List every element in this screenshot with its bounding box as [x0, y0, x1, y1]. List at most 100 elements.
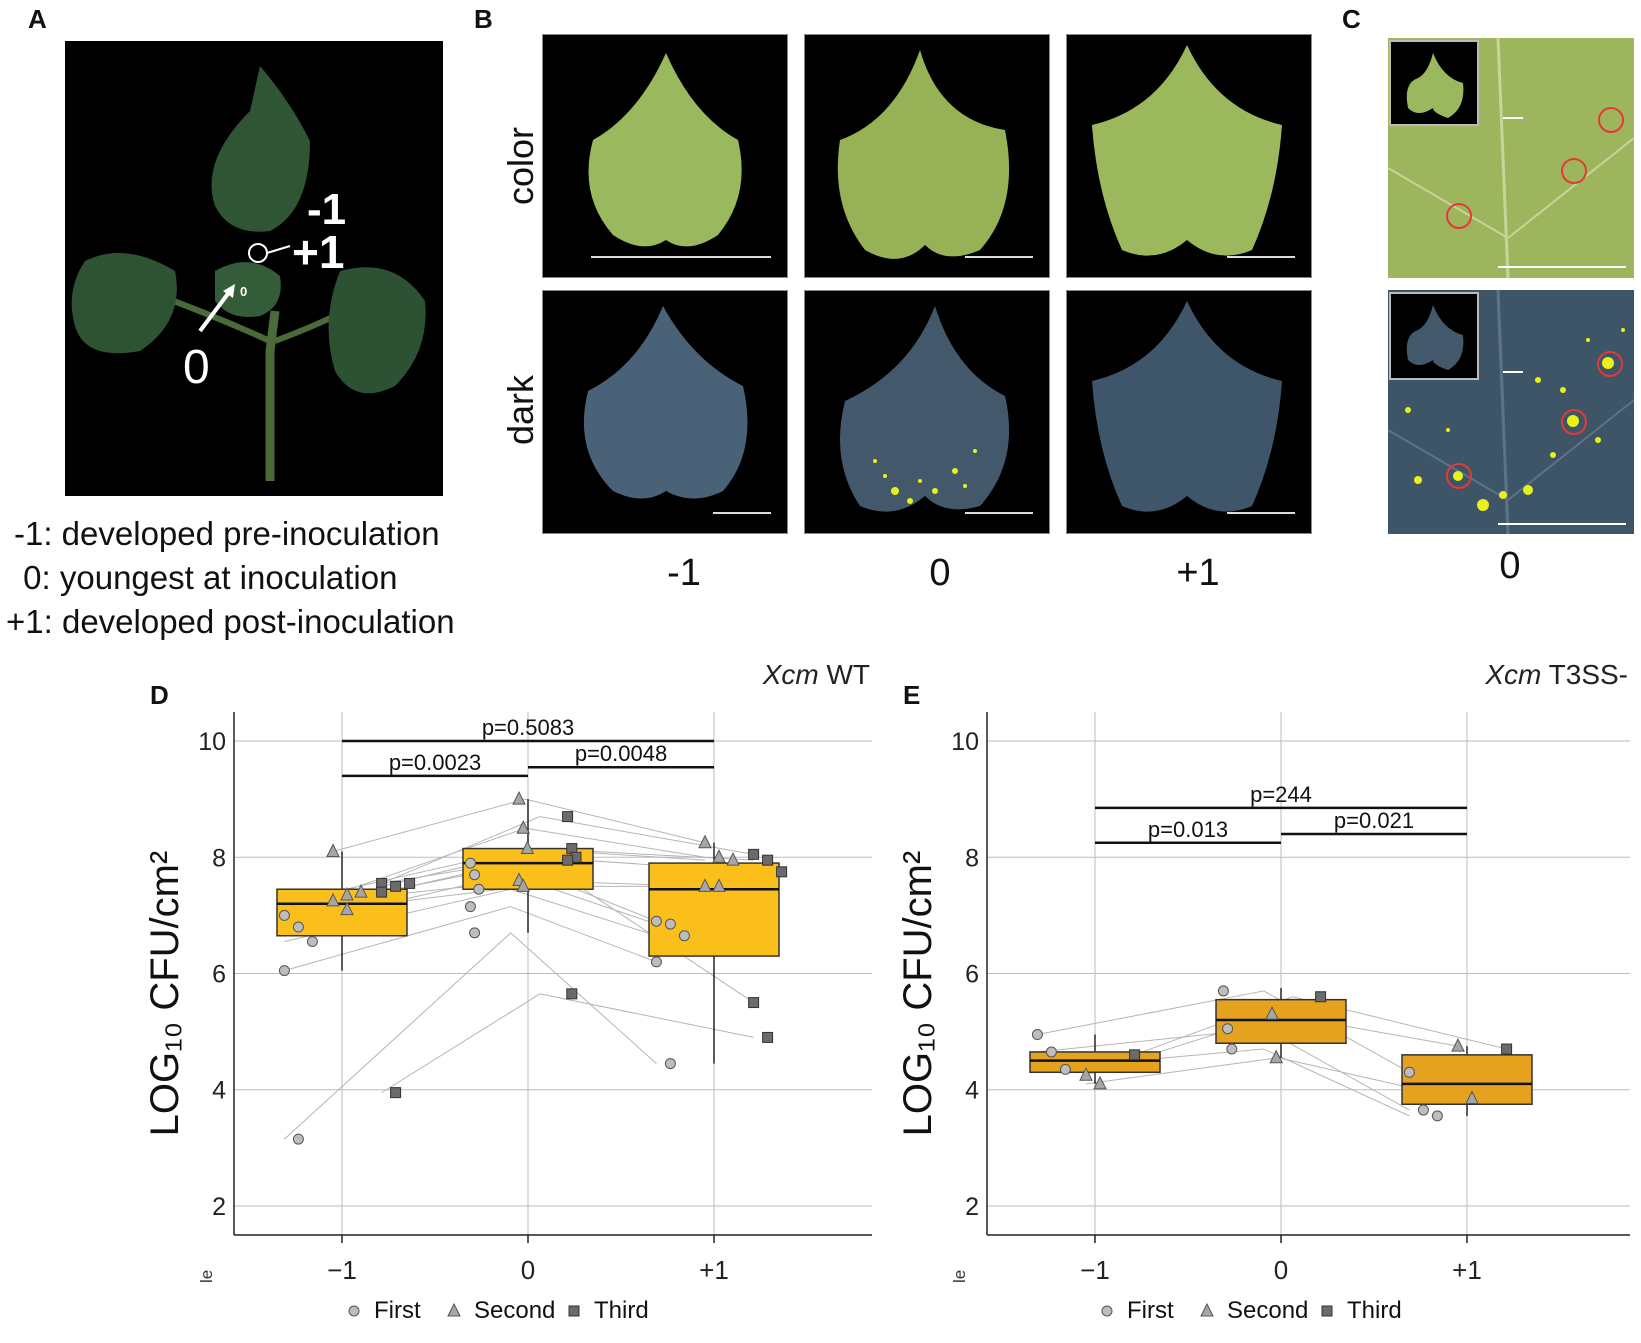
connector-line [1037, 990, 1264, 1036]
point-first [292, 1133, 304, 1145]
y-axis-label: LOG₁₀ CFU/cm² [143, 851, 187, 1137]
comparison-label: p=0.5083 [482, 715, 574, 740]
plant-illustration [71, 66, 426, 481]
point-second [712, 878, 726, 892]
x-tick-label: +1 [1452, 1255, 1482, 1285]
plant-photo [65, 41, 443, 496]
point-first [306, 936, 318, 948]
point-first [292, 921, 304, 933]
box [648, 862, 780, 957]
point-first [278, 965, 290, 977]
y-tick-label: 10 [198, 728, 226, 756]
leaf-photo-color-plus1 [1066, 34, 1312, 278]
leaf-shape [837, 50, 1033, 259]
leaf-photo-dark-zero [804, 290, 1050, 534]
connector-line [510, 932, 657, 1064]
leaf-label-zero: 0 [183, 341, 210, 394]
y-tick-label: 2 [965, 1193, 979, 1221]
column-label-c-zero: 0 [1499, 545, 1521, 587]
zoom-photo-color [1388, 38, 1634, 278]
point-second [354, 884, 368, 898]
point-third [762, 854, 774, 866]
point-first [650, 956, 662, 968]
leaf-shape [1092, 301, 1295, 514]
leaf-shape [1092, 45, 1295, 258]
point-first [1059, 1063, 1071, 1075]
x-tick-label: 0 [1274, 1255, 1288, 1285]
point-second [726, 852, 740, 866]
box [1401, 1054, 1533, 1106]
point-first [278, 909, 290, 921]
point-first [1222, 1023, 1234, 1035]
point-third [562, 811, 574, 823]
legend-marker-third [1321, 1305, 1333, 1317]
point-second [698, 834, 712, 849]
legend-marker-second [447, 1302, 461, 1317]
box [1215, 998, 1347, 1044]
point-third [376, 886, 388, 898]
point-third [562, 854, 574, 866]
panel-label-a: A [28, 4, 47, 34]
box-plot-d: 2 4 6 8 10 −1 0 +1 LOG₁₀ CFU/cm² Xcm WT le p=0.0023… [143, 659, 872, 1324]
point-first [1431, 1110, 1443, 1122]
leaf-label-plus1: +1 [292, 226, 345, 278]
point-second [512, 791, 526, 805]
point-third [776, 866, 788, 878]
y-tick-label: 8 [212, 844, 226, 872]
legend-line-3: +1: developed post-inoculation [6, 603, 455, 640]
point-second [326, 843, 340, 857]
point-first [1226, 1043, 1238, 1055]
y-tick-label: 2 [212, 1193, 226, 1221]
connector-line [539, 816, 754, 855]
comparison-label: p=0.0048 [575, 741, 667, 766]
point-second [516, 878, 531, 892]
point-first [664, 1058, 676, 1070]
point-first [464, 857, 476, 869]
leaf-label-zero-small: 0 [240, 284, 248, 299]
connector-line [510, 906, 657, 963]
leaf-photo-color-zero [804, 34, 1050, 278]
legend-label: First [1127, 1297, 1174, 1324]
point-second [340, 886, 354, 901]
point-third [1315, 991, 1327, 1003]
legend-label: Second [1227, 1297, 1308, 1324]
point-second [516, 820, 531, 834]
connector-line [525, 827, 706, 858]
point-third [1501, 1043, 1513, 1055]
point-third [748, 997, 760, 1009]
row-label-dark: dark [500, 374, 541, 445]
chart-title: Xcm WT [762, 659, 870, 690]
point-second [1093, 1075, 1107, 1090]
connector-line [284, 906, 511, 972]
point-second [1265, 1006, 1279, 1020]
point-second [1079, 1067, 1093, 1081]
legend-marker-first [348, 1305, 360, 1317]
leaf-shape [583, 306, 771, 514]
legend-label: Third [594, 1297, 649, 1324]
row-label-color: color [500, 126, 541, 205]
point-first [469, 927, 481, 939]
point-first [1417, 1104, 1429, 1116]
leaf-shape [588, 53, 771, 258]
point-second [1269, 1049, 1284, 1064]
panel-label-d: D [150, 680, 169, 710]
comparison-label: p=0.013 [1148, 817, 1228, 842]
leaf-photo-dark-minus1 [542, 290, 788, 534]
legend-line-1: -1: developed pre-inoculation [14, 515, 440, 552]
panel-label-b: B [474, 4, 493, 34]
column-label-plus1: +1 [1176, 552, 1220, 594]
leaf-shape [840, 306, 1033, 514]
leaf-photo-color-minus1 [542, 34, 788, 278]
point-first [678, 930, 690, 942]
axis-corner-label: le [197, 1270, 216, 1283]
leaf-marker-plus1 [248, 243, 291, 263]
connector-line [525, 798, 706, 844]
point-first [464, 901, 476, 913]
connector-line [381, 993, 541, 1094]
point-first [1045, 1046, 1057, 1058]
column-label-zero: 0 [929, 552, 951, 594]
y-tick-label: 10 [951, 728, 979, 756]
point-first [650, 915, 662, 927]
y-tick-label: 4 [965, 1077, 979, 1105]
y-tick-label: 6 [965, 961, 979, 989]
